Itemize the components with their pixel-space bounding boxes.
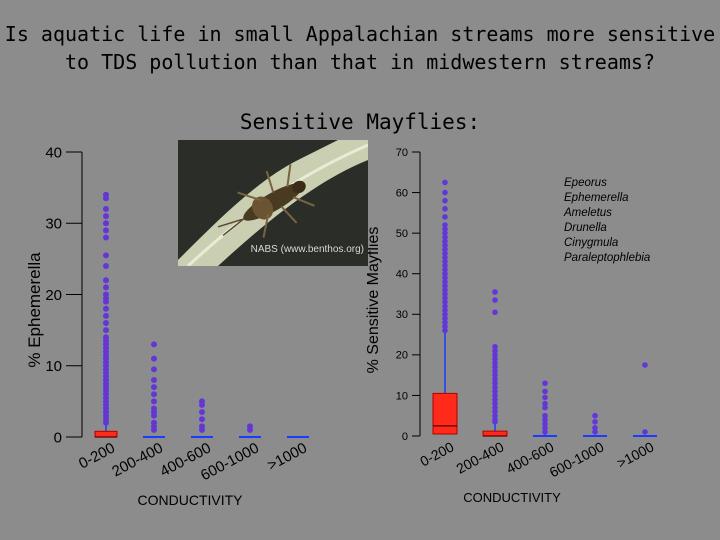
outlier-point [103,227,110,234]
y-tick-label: 20 [45,287,62,304]
slide-title: Is aquatic life in small Appalachian str… [0,20,720,76]
y-tick-label: 40 [396,269,408,281]
legend-entry: Epeorus [564,177,607,189]
outlier-point [542,380,548,387]
outlier-point [150,391,157,398]
x-axis-label: CONDUCTIVITY [463,490,561,505]
y-tick-label: 50 [396,228,408,240]
outlier-point [150,376,157,383]
mayfly-photo: NABS (www.benthos.org) [178,140,368,266]
y-tick-label: 0 [402,431,408,443]
outlier-point [150,419,157,426]
x-tick-label: >1000 [614,438,656,471]
legend-entry: Drunella [564,222,607,234]
outlier-point [492,297,498,303]
outlier-point [442,222,448,228]
outlier-point [442,206,448,212]
outlier-point [642,362,648,368]
x-axis-label: CONDUCTIVITY [138,492,244,508]
outlier-point [103,305,110,312]
outlier-point [103,234,110,241]
outlier-point [103,319,110,326]
outlier-point [150,405,157,412]
outlier-point [103,291,110,298]
y-tick-label: 10 [45,358,62,375]
outlier-point [103,252,110,259]
outlier-point [442,189,448,196]
outlier-point [492,289,498,295]
outlier-point [198,416,205,423]
outlier-point [442,197,448,204]
slide-subtitle: Sensitive Mayflies: [239,110,481,134]
outlier-point [150,384,157,391]
outlier-point [198,398,205,405]
outlier-point [103,334,110,341]
outlier-point [542,412,548,419]
y-tick-label: 60 [396,187,408,199]
outlier-point [442,214,448,220]
outlier-point [442,179,448,186]
y-tick-label: 20 [396,350,408,362]
y-tick-label: 30 [396,309,408,321]
outlier-point [198,409,205,416]
outlier-point [150,366,157,373]
outlier-point [542,388,548,395]
species-legend: Epeorus Ephemerella Ameletus Drunella Cinygm… [563,177,650,264]
y-tick-label: 0 [54,429,62,446]
legend-entry: Cinygmula [564,237,618,249]
legend-entry: Ephemerella [564,192,629,204]
outlier-point [103,213,110,220]
outlier-point [492,309,498,316]
outlier-point [103,312,110,319]
title-line-2: to TDS pollution than that in midwestern… [64,50,655,74]
legend-entry: Paraleptophlebia [564,252,650,264]
x-tick-label: 600-1000 [547,438,607,480]
y-tick-label: 10 [396,390,408,402]
outlier-point [592,418,598,425]
box [482,430,508,437]
box [432,392,458,435]
y-axis-label: % Ephemerella [25,252,44,368]
outlier-point [246,423,253,430]
outlier-point [592,425,598,431]
outlier-point [642,429,648,435]
y-tick-label: 40 [45,144,62,161]
y-axis-label: % Sensitive Mayflies [365,227,382,374]
outlier-point [592,412,598,419]
outlier-point [103,277,110,284]
outlier-point [103,205,110,212]
outlier-point [492,343,498,350]
outlier-point [150,398,157,405]
x-tick-label: 0-200 [417,438,456,469]
outlier-point [103,262,110,269]
outlier-point [103,327,110,334]
y-tick-label: 70 [396,147,408,159]
legend-entry: Ameletus [563,207,612,219]
outlier-point [150,355,157,362]
y-tick-label: 30 [45,216,62,233]
outlier-point [103,284,110,291]
outlier-point [150,341,157,348]
title-line-1: Is aquatic life in small Appalachian str… [4,22,716,46]
outlier-point [542,394,548,401]
outlier-point [542,400,548,407]
x-tick-label: 200-400 [454,438,507,476]
outlier-point [198,423,205,430]
outlier-point [103,220,110,227]
photo-credit: NABS (www.benthos.org) [251,244,364,255]
outlier-point [103,191,110,198]
